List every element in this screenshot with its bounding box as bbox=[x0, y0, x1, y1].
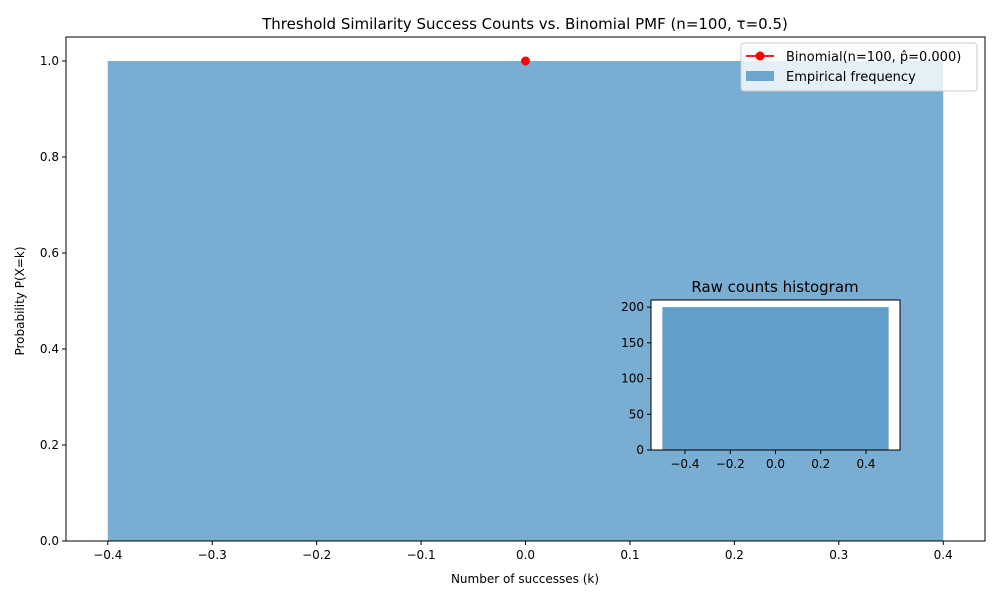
main-y-tick-label-1: 0.2 bbox=[40, 438, 59, 452]
main-y-axis-label: Probability P(X=k) bbox=[13, 246, 27, 355]
inset-chart: Raw counts histogram −0.4 −0.2 0.0 0.2 0.4 0… bbox=[621, 278, 901, 471]
main-binomial-series bbox=[521, 56, 530, 66]
main-x-tick-label-7: 0.3 bbox=[829, 548, 848, 562]
legend-empirical-swatch bbox=[746, 71, 774, 81]
main-x-tick-label-2: −0.2 bbox=[302, 548, 331, 562]
main-y-tick-label-3: 0.6 bbox=[40, 246, 59, 260]
main-x-tick-label-0: −0.4 bbox=[93, 548, 122, 562]
main-y-axis-ticks: 0.0 0.2 0.4 0.6 0.8 1.0 bbox=[40, 54, 66, 548]
inset-bars bbox=[662, 307, 889, 450]
main-plot-frame bbox=[65, 36, 986, 542]
legend-binomial-label: Binomial(n=100, p̂=0.000) bbox=[786, 50, 961, 65]
main-y-tick-label-2: 0.4 bbox=[40, 342, 59, 356]
main-x-tick-label-6: 0.2 bbox=[725, 548, 744, 562]
main-x-tick-label-1: −0.3 bbox=[198, 548, 227, 562]
inset-x-tick-label-3: 0.2 bbox=[811, 457, 830, 471]
main-x-axis-label: Number of successes (k) bbox=[451, 572, 599, 586]
inset-y-tick-label-2: 100 bbox=[621, 372, 644, 386]
inset-bar-0 bbox=[662, 307, 889, 450]
inset-x-tick-label-2: 0.0 bbox=[766, 457, 785, 471]
main-y-tick-label-0: 0.0 bbox=[40, 534, 59, 548]
inset-x-tick-label-0: −0.4 bbox=[670, 457, 699, 471]
inset-y-tick-label-0: 0 bbox=[636, 443, 644, 457]
inset-y-tick-label-4: 200 bbox=[621, 300, 644, 314]
inset-x-tick-label-4: 0.4 bbox=[856, 457, 875, 471]
inset-x-tick-label-1: −0.2 bbox=[716, 457, 745, 471]
legend-empirical-label: Empirical frequency bbox=[786, 70, 916, 85]
inset-x-axis-ticks: −0.4 −0.2 0.0 0.2 0.4 bbox=[670, 450, 876, 471]
main-y-tick-label-5: 1.0 bbox=[40, 54, 59, 68]
legend-binomial-marker-swatch bbox=[755, 51, 765, 61]
main-x-tick-label-5: 0.1 bbox=[620, 548, 639, 562]
inset-y-tick-label-1: 50 bbox=[629, 407, 644, 421]
inset-chart-title: Raw counts histogram bbox=[691, 278, 858, 296]
main-chart-title: Threshold Similarity Success Counts vs. … bbox=[261, 15, 788, 33]
main-x-tick-label-8: 0.4 bbox=[934, 548, 953, 562]
main-series-point-0 bbox=[521, 56, 530, 66]
main-x-tick-label-3: −0.1 bbox=[406, 548, 435, 562]
inset-y-tick-label-3: 150 bbox=[621, 336, 644, 350]
inset-plot-frame bbox=[650, 299, 901, 451]
legend-frame bbox=[740, 42, 978, 92]
legend: Binomial(n=100, p̂=0.000) Empirical freq… bbox=[740, 42, 978, 92]
main-x-tick-label-4: 0.0 bbox=[516, 548, 535, 562]
main-y-tick-label-4: 0.8 bbox=[40, 150, 59, 164]
inset-y-axis-ticks: 0 50 100 150 200 bbox=[621, 300, 651, 457]
main-x-axis-ticks: −0.4 −0.3 −0.2 −0.1 0.0 0.1 0.2 0.3 0.4 bbox=[93, 541, 953, 562]
